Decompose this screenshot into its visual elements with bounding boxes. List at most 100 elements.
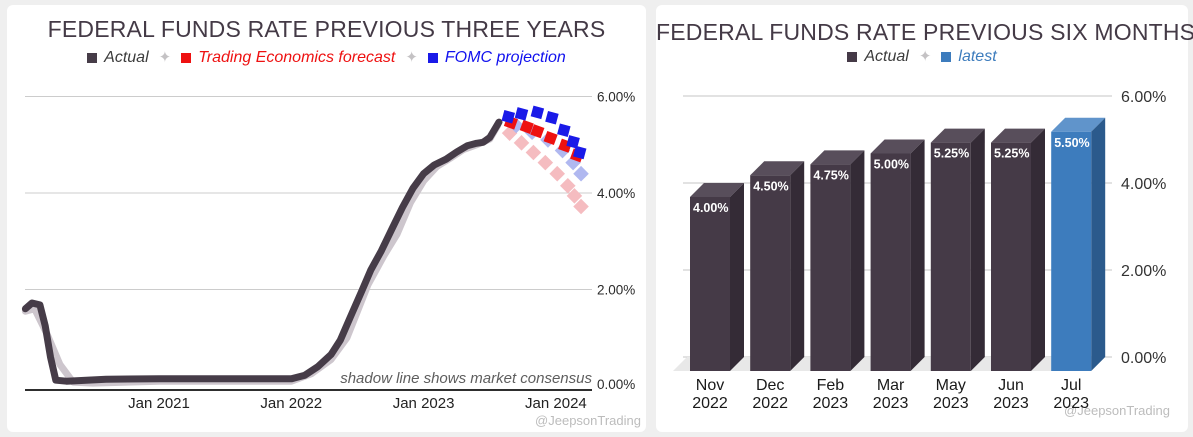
bar-front-face (690, 197, 730, 371)
legend-marker-icon (181, 53, 192, 63)
legend-separator-icon: ✦ (158, 49, 172, 66)
x-axis-tick-label: Nov 2022 (692, 377, 728, 412)
marker-market-consensus-forecast (537, 154, 554, 171)
marker-fomc-projection (501, 110, 516, 124)
legend-marker-icon (427, 53, 438, 63)
marker-market-consensus-forecast (573, 198, 589, 215)
marker-market-consensus-forecast (549, 165, 566, 182)
right-chart-plot: 6.00% 4.00% 2.00% 0.00% 4.00% Nov 2022 4.50% Dec… (673, 89, 1166, 412)
legend-label: FOMC projection (444, 49, 566, 66)
shadow-line-annotation: shadow line shows market consensus (340, 370, 592, 387)
y-axis-tick-label: 4.00% (597, 186, 635, 201)
marker-trading-economics-forecast (530, 124, 545, 139)
left-chart-title: FEDERAL FUNDS RATE PREVIOUS THREE YEARS (47, 16, 606, 42)
bar-front-face (810, 164, 851, 371)
right-chart-title: FEDERAL FUNDS RATE PREVIOUS SIX MONTHS (656, 19, 1193, 45)
watermark-right: @JeepsonTrading (1064, 403, 1170, 418)
bar: 5.00% (870, 139, 925, 371)
bar-top-face (930, 128, 985, 143)
legend-marker-icon (941, 52, 952, 62)
bar-front-face (930, 142, 971, 371)
right-chart-legend: Actual ✦ latest (656, 48, 1188, 66)
marker-fomc-projection (530, 105, 545, 120)
marker-trading-economics-forecast (543, 130, 558, 146)
series-line-market-consensus-shadow (21, 121, 502, 387)
x-axis-tick-label: Jun 2023 (993, 377, 1029, 412)
bar-side-face (1091, 117, 1106, 371)
marker-fomc-projection-shadow (573, 165, 589, 182)
left-chart-plot: 6.00% 4.00% 2.00% 0.00% Jan 2021 Jan 2022 Jan … (21, 90, 635, 412)
legend-item: Actual (847, 48, 909, 66)
bar-side-face (1031, 128, 1045, 371)
x-axis-tick-label: Jan 2022 (260, 395, 322, 412)
legend-label: Actual (864, 48, 909, 65)
bar-top-face (690, 183, 744, 197)
y-axis-tick-label: 6.00% (597, 90, 635, 105)
bar-side-face (850, 150, 865, 371)
bar: 4.50% (750, 161, 805, 371)
bar-value-label: 4.00% (693, 201, 728, 215)
bar-value-label: 4.50% (753, 179, 788, 193)
bar-side-face (970, 128, 985, 371)
bar-value-label: 5.00% (874, 158, 909, 172)
bar-latest: 5.50% (1051, 117, 1106, 371)
bar-value-label: 5.25% (994, 147, 1029, 161)
x-axis-tick-label: May 2023 (933, 377, 969, 412)
marker-fomc-projection (572, 145, 587, 160)
legend-separator-icon: ✦ (918, 48, 932, 65)
marker-market-consensus-forecast (566, 188, 583, 204)
bar-front-face (870, 153, 911, 371)
bar-front-face (991, 142, 1031, 371)
marker-fomc-projection (566, 135, 580, 149)
legend-item: Actual (87, 49, 149, 67)
marker-fomc-projection (545, 110, 559, 125)
y-axis-tick-label: 2.00% (1121, 263, 1166, 280)
x-axis-tick-label: Dec 2022 (752, 377, 788, 412)
bar-side-face (910, 139, 925, 371)
bar-value-label: 5.25% (934, 147, 969, 161)
legend-label: Actual (104, 49, 149, 66)
x-axis-tick-label: Feb 2023 (813, 377, 849, 412)
x-axis-tick-label: Jan 2023 (393, 395, 455, 412)
marker-fomc-projection (557, 123, 571, 138)
left-chart-legend: Actual ✦ Trading Economics forecast ✦ FOMC p… (7, 49, 646, 67)
y-axis-tick-label: 0.00% (1121, 350, 1166, 367)
bar-top-face (810, 150, 865, 165)
bar-front-face (1051, 131, 1092, 371)
bar-side-face (730, 183, 744, 371)
bar-top-face (750, 161, 805, 176)
legend-item: FOMC projection (427, 49, 566, 67)
legend-item: Trading Economics forecast (181, 49, 395, 67)
y-axis-tick-label: 4.00% (1121, 176, 1166, 193)
bar-front-face (750, 175, 791, 371)
bar: 5.25% (930, 128, 985, 371)
y-axis-tick-label: 0.00% (597, 377, 635, 392)
legend-label: latest (958, 48, 997, 65)
legend-marker-icon (847, 52, 858, 62)
marker-market-consensus-forecast (560, 177, 576, 194)
bar: 5.25% (991, 128, 1045, 371)
legend-label: Trading Economics forecast (198, 49, 396, 66)
marker-market-consensus-forecast (525, 144, 542, 161)
bar-top-face (1051, 117, 1106, 132)
x-axis-tick-label: Jul 2023 (1053, 377, 1089, 412)
series-line-actual (21, 118, 503, 385)
x-axis-tick-label: Jan 2024 (525, 395, 587, 412)
bar: 4.00% (690, 183, 744, 371)
bar-top-face (991, 128, 1045, 143)
marker-fomc-projection (514, 107, 529, 121)
legend-item: latest (941, 48, 997, 66)
bar-top-face (870, 139, 925, 154)
y-axis-tick-label: 6.00% (1121, 89, 1166, 106)
legend-separator-icon: ✦ (405, 49, 418, 66)
x-axis-tick-label: Jan 2021 (128, 395, 190, 412)
watermark-left: @JeepsonTrading (535, 413, 641, 428)
marker-market-consensus-forecast (513, 135, 530, 151)
marker-trading-economics-forecast (519, 119, 534, 134)
bar-value-label: 5.50% (1054, 136, 1089, 150)
bar-side-face (790, 161, 805, 371)
bar-value-label: 4.75% (813, 168, 848, 182)
y-axis-tick-label: 2.00% (597, 283, 635, 298)
